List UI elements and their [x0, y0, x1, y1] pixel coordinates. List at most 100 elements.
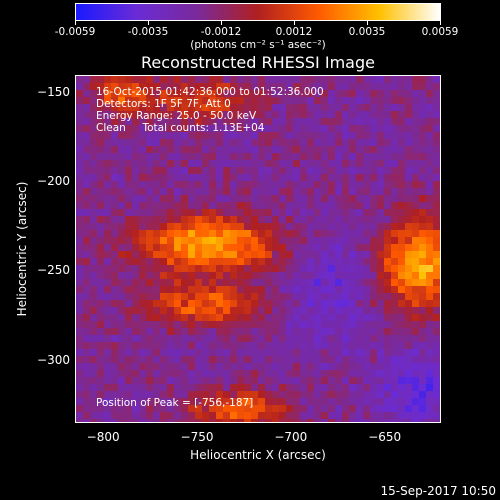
heatmap-cell	[174, 244, 181, 251]
heatmap-cell	[97, 300, 104, 307]
heatmap-cell	[195, 398, 202, 405]
heatmap-cell	[97, 412, 104, 419]
heatmap-cell	[356, 335, 363, 342]
heatmap-cell	[167, 419, 174, 422]
heatmap-cell	[342, 335, 349, 342]
heatmap-cell	[104, 76, 111, 83]
heatmap-cell	[384, 153, 391, 160]
heatmap-cell	[398, 216, 405, 223]
heatmap-cell	[412, 195, 419, 202]
heatmap-cell	[251, 146, 258, 153]
heatmap-cell	[349, 384, 356, 391]
heatmap-cell	[209, 202, 216, 209]
heatmap-cell	[363, 384, 370, 391]
heatmap-cell	[223, 118, 230, 125]
heatmap-cell	[391, 398, 398, 405]
heatmap-cell	[118, 216, 125, 223]
heatmap-cell	[202, 209, 209, 216]
heatmap-cell	[356, 118, 363, 125]
heatmap-cell	[391, 419, 398, 422]
heatmap-cell	[139, 223, 146, 230]
heatmap-cell	[398, 244, 405, 251]
heatmap-cell	[272, 118, 279, 125]
heatmap-cell	[195, 195, 202, 202]
heatmap-cell	[426, 258, 433, 265]
heatmap-cell	[370, 335, 377, 342]
heatmap-cell	[335, 349, 342, 356]
heatmap-cell	[307, 174, 314, 181]
heatmap-cell	[370, 321, 377, 328]
heatmap-cell	[83, 76, 90, 83]
heatmap-cell	[223, 363, 230, 370]
heatmap-cell	[76, 146, 83, 153]
heatmap-cell	[76, 370, 83, 377]
heatmap-cell	[83, 216, 90, 223]
heatmap-cell	[216, 202, 223, 209]
heatmap-cell	[90, 188, 97, 195]
heatmap-cell	[209, 244, 216, 251]
heatmap-cell	[230, 174, 237, 181]
heatmap-cell	[146, 363, 153, 370]
heatmap-cell	[167, 272, 174, 279]
heatmap-cell	[419, 97, 426, 104]
heatmap-cell	[160, 160, 167, 167]
heatmap-cell	[181, 230, 188, 237]
heatmap-cell	[167, 265, 174, 272]
heatmap-cell	[188, 209, 195, 216]
heatmap-cell	[349, 272, 356, 279]
heatmap-cell	[307, 216, 314, 223]
heatmap-cell	[216, 258, 223, 265]
heatmap-cell	[265, 370, 272, 377]
heatmap-cell	[167, 328, 174, 335]
heatmap-cell	[342, 97, 349, 104]
heatmap-cell	[377, 139, 384, 146]
heatmap-cell	[230, 412, 237, 419]
heatmap-cell	[181, 363, 188, 370]
heatmap-cell	[279, 111, 286, 118]
heatmap-cell	[90, 237, 97, 244]
heatmap-cell	[160, 363, 167, 370]
heatmap-cell	[118, 342, 125, 349]
heatmap-cell	[244, 363, 251, 370]
heatmap-cell	[300, 181, 307, 188]
heatmap-cell	[377, 272, 384, 279]
heatmap-cell	[286, 244, 293, 251]
heatmap-cell	[335, 258, 342, 265]
heatmap-cell	[153, 293, 160, 300]
heatmap-cell	[195, 363, 202, 370]
heatmap-cell	[202, 97, 209, 104]
heatmap-cell	[174, 398, 181, 405]
heatmap-cell	[279, 335, 286, 342]
heatmap-cell	[167, 356, 174, 363]
heatmap-cell	[118, 125, 125, 132]
heatmap-cell	[160, 321, 167, 328]
heatmap-cell	[356, 265, 363, 272]
heatmap-cell	[314, 125, 321, 132]
heatmap-cell	[244, 216, 251, 223]
heatmap-cell	[118, 363, 125, 370]
heatmap-cell	[111, 307, 118, 314]
heatmap-cell	[398, 419, 405, 422]
heatmap-cell	[370, 300, 377, 307]
heatmap-cell	[265, 335, 272, 342]
heatmap-cell	[195, 286, 202, 293]
heatmap-cell	[293, 272, 300, 279]
heatmap-cell	[97, 370, 104, 377]
heatmap-cell	[321, 230, 328, 237]
heatmap-cell	[132, 398, 139, 405]
heatmap-cell	[335, 195, 342, 202]
heatmap-cell	[370, 223, 377, 230]
heatmap-cell	[405, 251, 412, 258]
heatmap-cell	[412, 167, 419, 174]
heatmap-cell	[195, 370, 202, 377]
heatmap-cell	[188, 286, 195, 293]
heatmap-cell	[167, 384, 174, 391]
heatmap-cell	[111, 419, 118, 422]
heatmap-cell	[244, 76, 251, 83]
heatmap-cell	[300, 125, 307, 132]
heatmap-cell	[377, 90, 384, 97]
heatmap-cell	[258, 230, 265, 237]
heatmap-cell	[209, 405, 216, 412]
heatmap-cell	[405, 244, 412, 251]
heatmap-cell	[391, 160, 398, 167]
